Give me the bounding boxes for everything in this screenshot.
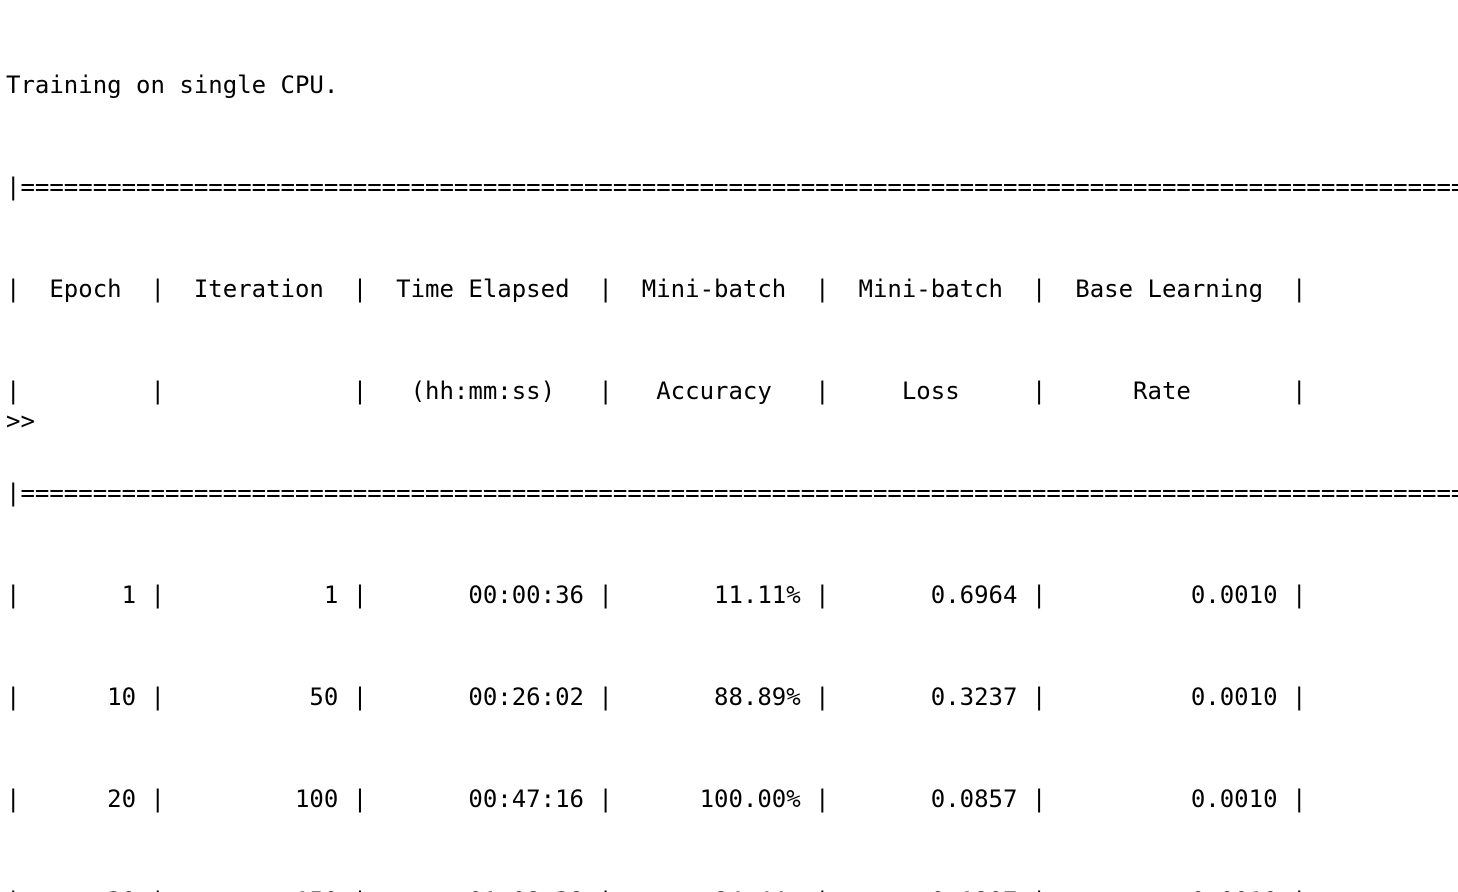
table-row: | 30 | 150 | 01:08:39 | 94.44% | 0.1907 … <box>6 884 1458 892</box>
table-header-line-2: | | | (hh:mm:ss) | Accuracy | Loss | Rat… <box>6 377 1307 405</box>
status-line: Training on single CPU. <box>6 71 339 99</box>
table-header-line-1: | Epoch | Iteration | Time Elapsed | Min… <box>6 275 1307 303</box>
table-top-border: |=======================================… <box>6 173 1458 201</box>
table-row: | 1 | 1 | 00:00:36 | 11.11% | 0.6964 | 0… <box>6 581 1307 609</box>
table-row: | 20 | 100 | 00:47:16 | 100.00% | 0.0857… <box>6 785 1307 813</box>
table-row: | 10 | 50 | 00:26:02 | 88.89% | 0.3237 |… <box>6 683 1307 711</box>
command-prompt[interactable]: >> <box>6 407 35 435</box>
table-header-border: |=======================================… <box>6 479 1458 507</box>
console-output: Training on single CPU. |===============… <box>6 0 1458 892</box>
